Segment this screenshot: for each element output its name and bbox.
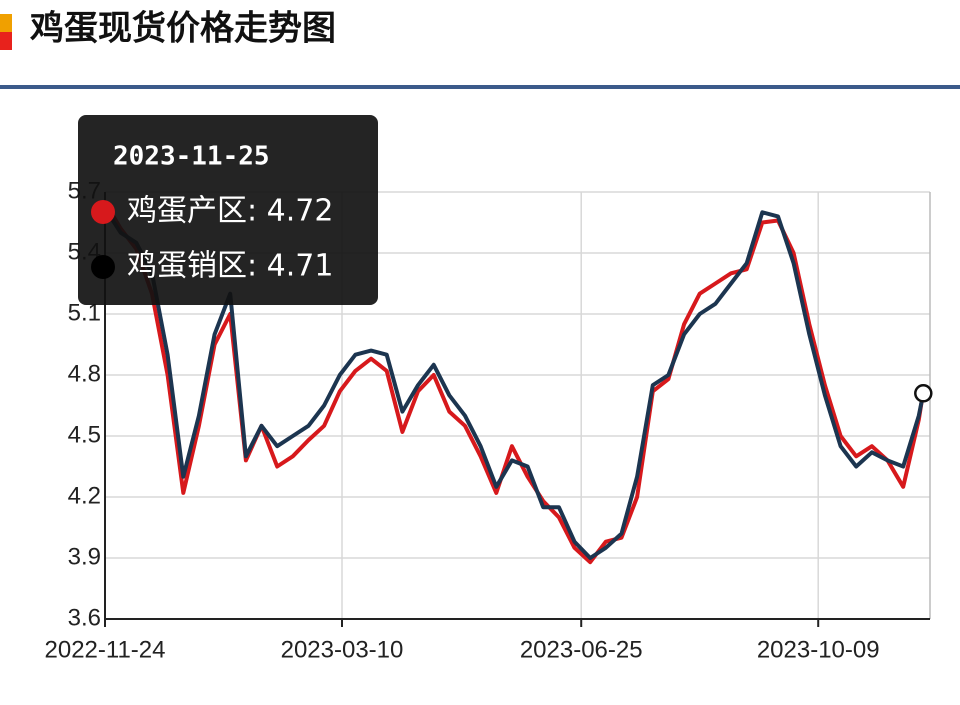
x-tick-label: 2023-06-25 — [520, 636, 643, 663]
tooltip-box — [78, 115, 378, 305]
y-tick-label: 3.6 — [68, 604, 101, 631]
x-tick-label: 2022-11-24 — [45, 636, 166, 663]
tooltip-title: 2023-11-25 — [113, 142, 270, 172]
x-tick-label: 2023-10-09 — [757, 636, 880, 663]
y-tick-label: 4.5 — [68, 421, 101, 448]
x-tick-label: 2023-03-10 — [281, 636, 404, 663]
tooltip-item: 鸡蛋产区: 4.72 — [127, 194, 333, 229]
series-line — [103, 207, 926, 560]
hover-point — [914, 384, 933, 403]
title-icon-accent — [0, 32, 12, 50]
tooltip-marker — [91, 255, 115, 279]
tooltip: 2023-11-25 鸡蛋产区: 4.72 鸡蛋销区: 4.71 — [78, 115, 378, 305]
y-tick-label: 3.9 — [68, 543, 101, 570]
title-rule — [0, 85, 960, 89]
tooltip-item: 鸡蛋销区: 4.71 — [127, 249, 333, 284]
y-tick-label: 4.2 — [68, 482, 101, 509]
chart-title: 鸡蛋现货价格走势图 — [30, 9, 336, 49]
y-tick-label: 4.8 — [68, 360, 101, 387]
tooltip-marker — [91, 200, 115, 224]
